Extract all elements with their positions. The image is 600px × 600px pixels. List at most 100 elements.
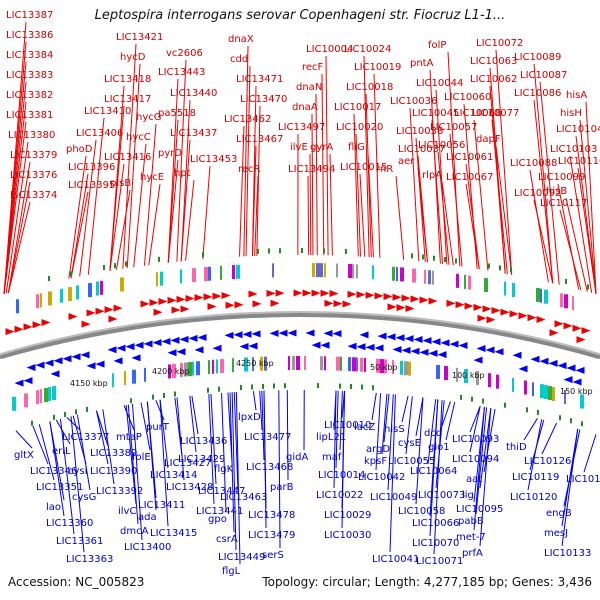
reverse-gene-label: LIC10029 [324, 510, 371, 521]
forward-annotation-strip [236, 264, 240, 279]
reverse-cds-arrow [233, 331, 243, 339]
reverse-gene-label: LIC10055 [388, 456, 435, 467]
forward-leader-line [367, 153, 374, 258]
backbone-highlight [0, 311, 600, 356]
forward-gene-label: LIC13381 [6, 110, 53, 121]
reverse-annotation-strip [288, 356, 290, 371]
forward-leader-line [585, 101, 597, 294]
forward-gene-label: hpt [174, 168, 191, 179]
reverse-cds-arrow [413, 336, 423, 344]
rna-marker [323, 248, 325, 254]
reverse-annotation-strip [296, 356, 300, 371]
reverse-cds-arrow [575, 366, 585, 374]
reverse-cds-arrow [50, 370, 60, 378]
reverse-gene-label: kpsF [364, 456, 387, 467]
reverse-gene-label: maf [322, 452, 342, 463]
backbone-group [0, 311, 600, 360]
forward-gene-label: LIC10103 [550, 144, 597, 155]
reverse-gene-label: LIC13449 [218, 552, 265, 563]
forward-gene-label: LIC13376 [10, 170, 57, 181]
forward-leader-line [559, 209, 582, 291]
forward-leader-line [329, 153, 333, 256]
reverse-leader-line [527, 419, 543, 491]
forward-leader-line [167, 119, 179, 263]
reverse-gene-label: LIC10041 [372, 554, 419, 565]
rna-marker [504, 402, 506, 408]
forward-cds-arrow [333, 300, 343, 308]
forward-cds-arrow [554, 320, 564, 328]
forward-leader-line [363, 55, 370, 258]
forward-gene-label: dnaA [292, 102, 318, 113]
reverse-cds-arrow [422, 337, 432, 345]
reverse-leader-line [132, 403, 143, 541]
forward-cds-arrow [95, 307, 105, 315]
forward-leader-line [70, 191, 89, 279]
reverse-annotation-strip [464, 369, 468, 384]
forward-gene-label: LIC13384 [6, 50, 53, 61]
reverse-gene-label: LIC10120 [510, 492, 557, 503]
reverse-leader-line [96, 410, 109, 447]
forward-gene-label: aer [398, 156, 415, 167]
forward-cds-arrow [477, 314, 487, 322]
forward-gene-label: pyrD [158, 148, 182, 159]
reverse-annotation-strip [244, 357, 248, 372]
rna-marker [471, 396, 473, 402]
forward-annotation-strip [504, 281, 506, 296]
reverse-cds-arrow [305, 329, 315, 337]
forward-leader-line [176, 59, 187, 262]
forward-gene-label: LIC13453 [190, 154, 237, 165]
reverse-gene-label: thiD [506, 442, 527, 453]
forward-leader-line [109, 105, 125, 271]
reverse-leader-line [32, 425, 49, 465]
forward-cds-arrow [266, 289, 276, 297]
reverse-cds-arrow [161, 337, 171, 345]
reverse-cds-arrow [512, 351, 522, 359]
scale-tick-label: 50 kbp [370, 363, 398, 372]
reverse-gene-label: aat [466, 474, 482, 485]
forward-leader-line [315, 93, 318, 256]
forward-leader-line [239, 125, 245, 257]
forward-annotation-strip [484, 278, 488, 293]
reverse-cds-arrow [131, 354, 141, 362]
forward-gene-label: LIC13416 [104, 152, 151, 163]
forward-gene-label: LIC13396 [68, 162, 115, 173]
reverse-gene-label: LIC13468 [246, 462, 293, 473]
forward-annotation-strip [68, 287, 72, 302]
forward-leader-line [68, 155, 87, 279]
forward-leader-line [491, 119, 508, 274]
reverse-cds-arrow [278, 329, 288, 337]
reverse-leader-line [335, 390, 339, 469]
reverse-annotation-strip [112, 373, 114, 388]
reverse-cds-arrow [26, 363, 36, 371]
forward-leader-line [5, 141, 29, 294]
forward-leader-line [311, 113, 314, 256]
forward-gene-label: LIC13383 [6, 70, 53, 81]
reverse-gene-label: LIC13415 [150, 528, 197, 539]
forward-leader-line [465, 183, 480, 270]
reverse-gene-label: prfA [462, 548, 483, 559]
rna-marker [411, 253, 413, 259]
reverse-cds-arrow [116, 344, 126, 352]
forward-annotation-strip [156, 272, 158, 287]
forward-gene-label: LIC10061 [446, 152, 493, 163]
forward-gene-label: LIC10036 [390, 96, 437, 107]
reverse-cds-arrow [35, 361, 45, 369]
reverse-gene-label: LIC13447 [198, 486, 245, 497]
forward-leader-line [7, 161, 31, 293]
reverse-gene-label: argD [366, 444, 390, 455]
reverse-gene-label: LIC13429 [178, 454, 225, 465]
forward-gene-label: hisB [546, 186, 567, 197]
reverse-cds-arrow [212, 344, 222, 352]
reverse-leader-line [159, 399, 169, 527]
forward-cds-arrow [329, 290, 339, 298]
forward-gene-label: rnR [376, 164, 393, 175]
forward-leader-line [495, 49, 513, 275]
scale-labels: 4150 kbp 4200 kbp 4250 kbp 50 kbp 100 kbp 150… [70, 359, 593, 396]
forward-cds-arrow [491, 306, 501, 314]
reverse-cds-arrow [458, 342, 468, 350]
forward-annotation-strip [312, 263, 315, 278]
reverse-leader-line [261, 390, 265, 461]
reverse-leader-line [252, 391, 257, 411]
rna-marker [444, 257, 446, 263]
rna-marker [537, 409, 539, 415]
